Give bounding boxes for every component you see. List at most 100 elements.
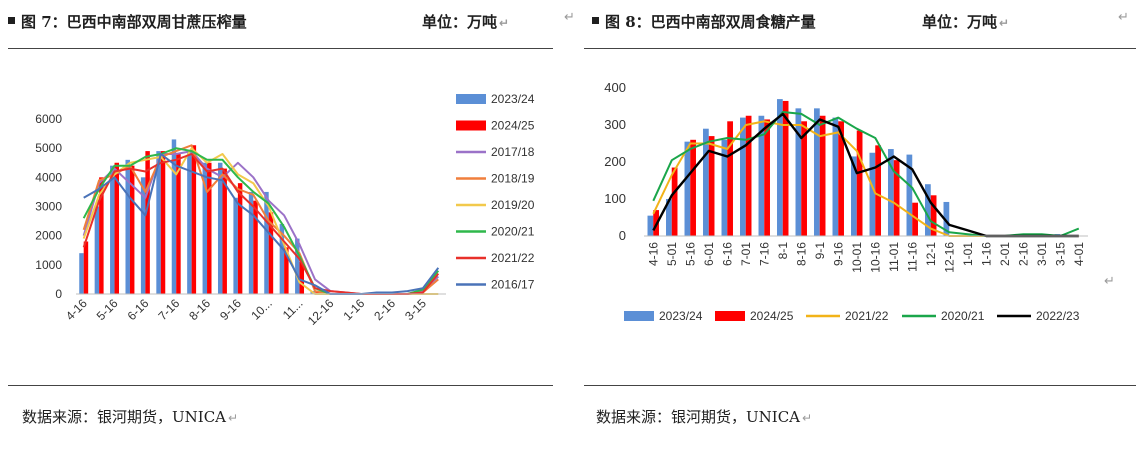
x-tick-label: 2-16 <box>371 296 398 323</box>
x-tick-label: 8-1 <box>776 242 790 260</box>
line-2018-19 <box>82 144 439 295</box>
bar-2024-25 <box>801 121 807 236</box>
x-tick-label: 10-01 <box>850 242 864 273</box>
bar-2024-25 <box>114 162 120 294</box>
y-tick-label: 1000 <box>35 258 62 272</box>
x-tick-label: 10-16 <box>868 242 882 273</box>
x-tick-label: 5-01 <box>665 242 679 266</box>
bar-2024-25 <box>893 160 900 236</box>
y-tick-label: 0 <box>55 287 62 301</box>
x-tick-label: 5-16 <box>683 242 697 266</box>
bar-2024-25 <box>207 162 212 294</box>
x-tick-label: 9-16 <box>831 242 845 266</box>
bottom-divider <box>8 385 553 386</box>
bar-2024-25 <box>284 247 289 294</box>
bar-2023-24 <box>906 154 913 236</box>
x-tick-label: 9-16 <box>217 296 244 323</box>
y-tick-label: 4000 <box>35 170 62 184</box>
legend-swatch-2024-25 <box>456 120 486 131</box>
paragraph-mark-icon: ↵ <box>1118 10 1129 25</box>
x-tick-label: 3-01 <box>1035 242 1049 266</box>
paragraph-mark-icon: ↵ <box>228 411 239 425</box>
bar-2023-24 <box>79 253 84 294</box>
bar-2023-24 <box>943 201 950 236</box>
y-tick-label: 5000 <box>35 141 62 155</box>
x-tick-label: 11-01 <box>887 242 901 272</box>
bar-2023-24 <box>202 162 208 294</box>
bar-2024-25 <box>856 130 863 236</box>
legend-swatch-2024-25 <box>715 311 745 321</box>
x-tick-label: 4-01 <box>1072 242 1086 266</box>
bar-2023-24 <box>888 149 894 236</box>
bar-2024-25 <box>912 202 918 236</box>
bar-2024-25 <box>690 139 696 236</box>
x-tick-label: 6-01 <box>702 242 716 266</box>
legend-swatch-2023-24 <box>456 94 486 104</box>
left-chart-panel: 图 7：巴西中南部双周甘蔗压榨量 单位：万吨 ↵ 0 1000 2000 3000 400… <box>0 0 560 455</box>
x-tick-label: 7-01 <box>739 242 753 266</box>
bar-2023-24 <box>684 141 691 236</box>
legend-label: 2022/23 <box>1036 309 1080 323</box>
legend-label: 2019/20 <box>491 198 535 212</box>
bar-2023-24 <box>94 206 100 294</box>
x-tick-label: 1-16 <box>340 296 367 323</box>
left-title-row: 图 7：巴西中南部双周甘蔗压榨量 单位：万吨 ↵ <box>8 6 560 36</box>
bar-2023-24 <box>140 177 146 294</box>
x-tick-label: 5-16 <box>94 296 121 323</box>
x-tick-label: 11-16 <box>905 242 919 272</box>
square-bullet-icon <box>8 17 15 24</box>
sugar-production-chart: 0 100 200 300 400 4-16 5-01 5-16 6-01 6-16 7-01 7-1… <box>604 80 1088 323</box>
crush-volume-chart: 0 1000 2000 3000 4000 5000 6000 4-16 5-16 6-16 7-1… <box>35 92 535 328</box>
bar-2023-24 <box>647 215 654 236</box>
bar-2024-25 <box>782 100 789 236</box>
bar-2023-24 <box>217 162 223 294</box>
bar-2024-25 <box>671 167 678 236</box>
bar-2024-25 <box>930 195 937 236</box>
legend-label: 2024/25 <box>491 119 535 133</box>
paragraph-mark-icon: ↵ <box>802 411 813 425</box>
line-2021-22 <box>652 120 1079 237</box>
bar-2023-24 <box>156 151 161 294</box>
bar-2023-24 <box>187 151 192 294</box>
bar-2024-25 <box>176 154 181 294</box>
x-tick-label: 10... <box>248 296 274 322</box>
y-tick-label: 200 <box>604 154 626 169</box>
y-tick-label: 100 <box>604 191 626 206</box>
bar-2023-24 <box>777 99 783 236</box>
top-divider <box>584 48 1136 49</box>
left-unit-label: 单位：万吨 ↵ <box>422 13 510 31</box>
bar-2023-24 <box>125 159 130 294</box>
bar-2023-24 <box>758 115 765 236</box>
x-tick-label: 1-01 <box>961 242 975 266</box>
bar-2024-25 <box>99 177 104 294</box>
x-tick-label: 2-01 <box>998 242 1012 266</box>
legend-label: 2021/22 <box>491 251 535 265</box>
bar-2024-25 <box>875 145 881 236</box>
x-tick-label: 1-16 <box>979 242 993 266</box>
y-tick-label: 400 <box>604 80 626 95</box>
x-tick-label: 6-16 <box>125 296 152 323</box>
y-tick-label: 3000 <box>35 200 62 214</box>
x-tick-label: 12-16 <box>305 296 337 328</box>
x-tick-label: 11... <box>280 296 306 322</box>
x-tick-label: 8-16 <box>794 242 808 266</box>
x-tick-label: 2-16 <box>1016 242 1030 266</box>
bar-2024-25 <box>160 151 166 294</box>
bar-2023-24 <box>869 152 876 236</box>
bar-2023-24 <box>295 238 300 294</box>
bar-2024-25 <box>83 241 89 294</box>
bar-2023-24 <box>925 184 931 236</box>
y-tick-label: 0 <box>619 228 626 243</box>
right-chart-panel: 图 8：巴西中南部双周食糖产量 单位：万吨 ↵ 0 100 200 300 400 4-16… <box>584 0 1142 455</box>
x-tick-label: 4-16 <box>646 242 660 266</box>
bar-2024-25 <box>222 168 227 294</box>
x-tick-label: 12-16 <box>942 242 956 273</box>
bar-2023-24 <box>851 156 857 236</box>
bar-2023-24 <box>110 165 115 294</box>
legend-swatch-2023-24 <box>624 311 654 321</box>
bar-2023-24 <box>721 139 728 236</box>
right-chart-title: 图 8：巴西中南部双周食糖产量 <box>592 11 816 32</box>
bar-2023-24 <box>248 191 254 294</box>
paragraph-mark-icon: ↵ <box>1104 274 1115 289</box>
legend-label: 2023/24 <box>491 92 535 106</box>
